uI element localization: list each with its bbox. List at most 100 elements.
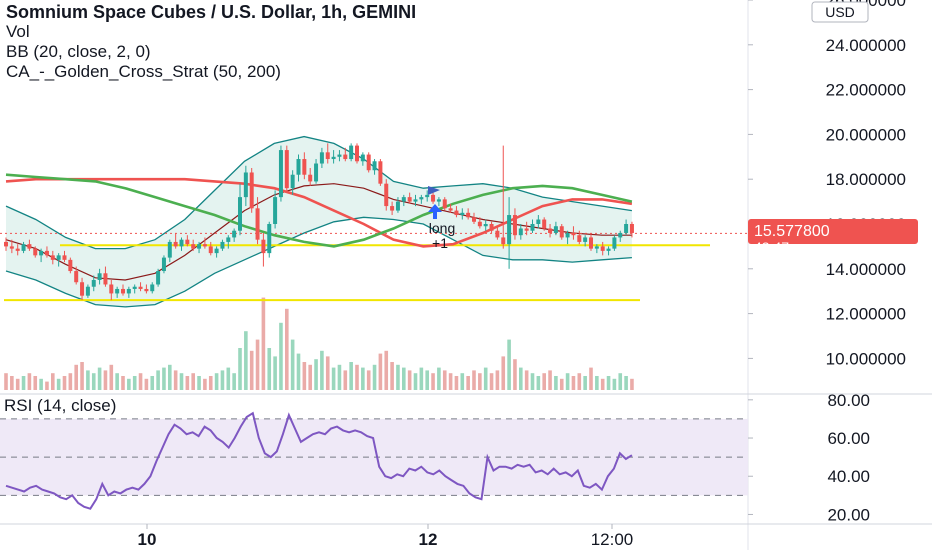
candle-body	[238, 197, 242, 231]
candle-body	[138, 286, 143, 289]
volume-bar	[249, 350, 254, 390]
candle-body	[132, 286, 137, 289]
candle-body	[331, 156, 336, 160]
candle-body	[612, 237, 617, 249]
candle-body	[74, 271, 79, 283]
candle-body	[618, 232, 623, 238]
candle-body	[325, 152, 330, 160]
legend-vol[interactable]: Vol	[6, 22, 30, 41]
candle-body	[126, 288, 131, 294]
candle-body	[62, 255, 67, 260]
volume-bar	[513, 359, 517, 390]
candle-body	[583, 237, 588, 242]
candle-body	[226, 237, 231, 242]
candle-body	[197, 244, 202, 249]
rsi-tick-label: 80.00	[827, 391, 870, 410]
volume-bar	[27, 373, 32, 390]
volume-bar	[127, 378, 131, 390]
candle-body	[261, 239, 266, 254]
volume-bar	[255, 339, 260, 390]
rsi-legend[interactable]: RSI (14, close)	[4, 396, 117, 415]
candle-body	[548, 228, 553, 233]
candle-body	[185, 239, 190, 245]
volume-bar	[407, 370, 412, 390]
candle-body	[273, 197, 278, 224]
price-tick-label: 14.000000	[826, 260, 906, 279]
volume-bar	[419, 367, 424, 390]
volume-bar	[343, 370, 348, 390]
volume-bar	[378, 353, 383, 390]
volume-bar	[220, 370, 225, 390]
bb-upper-line	[5, 135, 632, 250]
volume-bar	[571, 376, 576, 390]
volume-bar	[630, 378, 634, 390]
volume-bar	[337, 364, 342, 390]
last-price-tag: 15.577800 43:47	[748, 219, 918, 255]
chart-legend: Somnium Space Cubes / U.S. Dollar, 1h, G…	[6, 2, 416, 82]
trade-flag-icon	[428, 186, 440, 195]
candle-body	[460, 212, 465, 216]
volume-bar	[390, 362, 394, 390]
candle-body	[495, 230, 500, 238]
candle-body	[594, 246, 599, 249]
candle-body	[97, 273, 102, 280]
candle-body	[401, 197, 406, 202]
volume-bar	[109, 364, 114, 390]
volume-bar	[606, 376, 611, 390]
sma-slow-line	[5, 177, 633, 248]
candle-body	[214, 248, 219, 254]
candle-body	[395, 201, 400, 211]
volume-bar	[361, 367, 365, 390]
symbol-title[interactable]: Somnium Space Cubes / U.S. Dollar, 1h, G…	[6, 2, 417, 22]
candle-body	[15, 248, 20, 251]
volume-bar	[483, 367, 488, 390]
candle-body	[606, 248, 611, 251]
volume-bar	[548, 370, 552, 390]
bb-lower-line	[5, 216, 632, 308]
volume-bar	[589, 367, 593, 390]
sma-fast-line	[5, 173, 633, 248]
candle-body	[161, 257, 166, 272]
candle-body	[384, 183, 389, 207]
volume-bar	[179, 373, 184, 390]
candle-body	[355, 145, 359, 162]
volume-bar	[150, 376, 155, 390]
volume-bar	[559, 378, 564, 390]
candle-body	[319, 152, 324, 164]
volume-bar	[442, 370, 447, 390]
candle-body	[9, 246, 14, 249]
volume-bar	[583, 376, 587, 390]
candle-body	[577, 235, 582, 242]
legend-strategy[interactable]: CA_-_Golden_Cross_Strat (50, 200)	[6, 62, 281, 81]
volume-bar	[577, 373, 582, 390]
volume-bar	[68, 373, 73, 390]
currency-box[interactable]: USD	[811, 1, 869, 23]
candle-body	[91, 280, 96, 287]
volume-bar	[285, 308, 289, 390]
volume-bar	[279, 322, 283, 390]
candle-body	[150, 284, 155, 292]
candle-body	[413, 199, 418, 202]
volume-bar	[349, 362, 353, 390]
volume-bar	[261, 297, 266, 390]
legend-bb[interactable]: BB (20, close, 2, 0)	[6, 42, 151, 61]
candle-body	[629, 224, 634, 233]
volume-bar	[86, 370, 90, 390]
candle-body	[565, 232, 570, 238]
volume-bar	[226, 367, 231, 390]
volume-bar	[472, 370, 476, 390]
candle-body	[366, 154, 371, 171]
volume-bar	[519, 367, 523, 390]
candle-body	[144, 288, 149, 292]
candle-body	[243, 172, 248, 198]
candle-body	[553, 226, 558, 233]
candle-body	[472, 217, 476, 222]
volume-bar	[10, 376, 14, 390]
volume-bar	[302, 362, 307, 390]
candle-body	[220, 241, 225, 249]
volume-bar	[74, 364, 78, 390]
volume-bar	[460, 373, 465, 390]
volume-bar	[314, 359, 318, 390]
volume-bar	[489, 373, 494, 390]
